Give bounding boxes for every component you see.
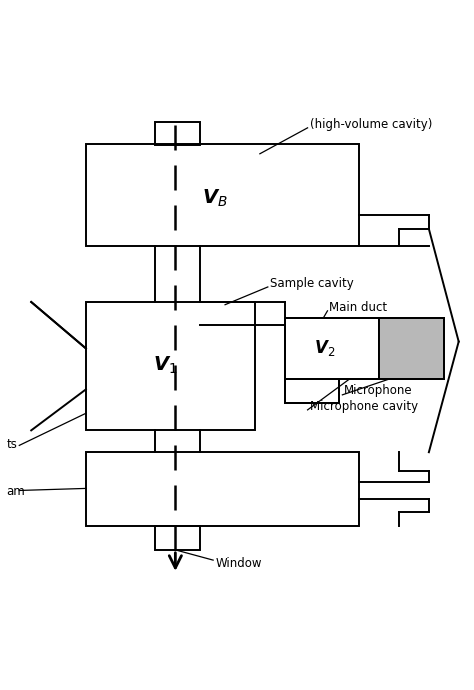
Text: ts: ts (6, 437, 17, 451)
Bar (285, 317, 379, 379)
Text: Microphone cavity: Microphone cavity (310, 400, 418, 413)
Bar (86, 302, 255, 431)
Text: (high-volume cavity): (high-volume cavity) (310, 118, 432, 131)
Text: Sample cavity: Sample cavity (270, 277, 354, 290)
Bar (155, 526, 200, 550)
Text: am: am (6, 485, 25, 498)
Bar (86, 452, 359, 526)
Text: Main duct: Main duct (329, 301, 388, 314)
Text: $\boldsymbol{V}_B$: $\boldsymbol{V}_B$ (202, 188, 228, 209)
Bar (285, 317, 444, 379)
Bar (155, 121, 200, 145)
Text: $\boldsymbol{V}_2$: $\boldsymbol{V}_2$ (314, 338, 335, 358)
Bar (379, 317, 444, 379)
Text: $\boldsymbol{V}_1$: $\boldsymbol{V}_1$ (153, 355, 178, 376)
Text: Window: Window (215, 557, 262, 570)
Bar (86, 144, 359, 246)
Text: Microphone: Microphone (345, 384, 413, 397)
